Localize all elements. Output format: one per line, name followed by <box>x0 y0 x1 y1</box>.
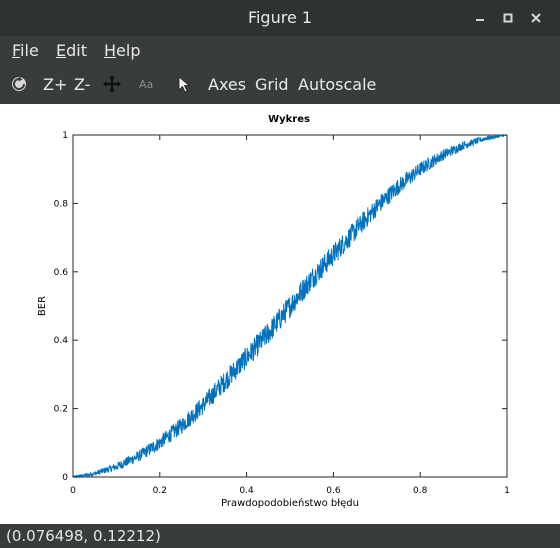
y-tick-label: 0.4 <box>54 336 69 346</box>
data-series-line <box>72 133 507 479</box>
axes-button[interactable]: Axes <box>208 74 247 94</box>
pan-icon <box>103 75 121 93</box>
title-bar: Figure 1 <box>0 0 560 36</box>
menu-file[interactable]: File <box>12 41 39 60</box>
rotate-button[interactable] <box>10 74 28 94</box>
status-bar: (0.076498, 0.12212) <box>0 524 560 548</box>
y-tick-label: 0.8 <box>54 199 69 209</box>
minimize-icon <box>476 19 484 21</box>
close-icon <box>531 13 541 23</box>
text-tool-button[interactable]: Aa <box>139 74 153 94</box>
y-axis-label: BER <box>37 296 48 316</box>
y-tick-label: 0.6 <box>54 268 69 278</box>
menu-edit-mnemonic: E <box>56 41 67 60</box>
pan-button[interactable] <box>103 74 121 94</box>
chart-title: Wykres <box>268 114 310 125</box>
menu-bar: File Edit Help <box>0 36 560 64</box>
y-tick-label: 0 <box>62 473 68 483</box>
menu-help[interactable]: Help <box>104 41 140 60</box>
text-tool-icon: Aa <box>139 77 154 91</box>
x-tick-label: 0.6 <box>326 486 341 496</box>
menu-file-label: ile <box>20 41 39 60</box>
pointer-icon <box>178 76 191 93</box>
menu-edit[interactable]: Edit <box>56 41 87 60</box>
menu-help-label: elp <box>116 41 141 60</box>
x-tick-label: 0.2 <box>153 486 167 496</box>
y-axis-ticks: 0 0.2 0.4 0.6 0.8 1 <box>54 131 507 483</box>
close-button[interactable] <box>524 6 548 30</box>
plot-svg: Wykres 0 0.2 0.4 0.6 0.8 1 0 0.2 0.4 0.6 0.8 1 Pra… <box>37 114 510 509</box>
x-tick-label: 0.8 <box>413 486 428 496</box>
zoom-out-button[interactable]: Z- <box>74 74 91 94</box>
menu-file-mnemonic: F <box>12 41 21 60</box>
y-tick-label: 1 <box>62 131 68 141</box>
x-axis-label: Prawdopodobieństwo błędu <box>221 497 359 509</box>
menu-edit-label: dit <box>66 41 87 60</box>
maximize-icon <box>503 13 513 23</box>
minimize-button[interactable] <box>468 6 492 30</box>
menu-help-mnemonic: H <box>104 41 117 60</box>
coordinate-readout: (0.076498, 0.12212) <box>6 527 161 545</box>
x-tick-label: 0 <box>70 486 76 496</box>
x-axis-ticks: 0 0.2 0.4 0.6 0.8 1 <box>70 135 510 496</box>
window-title: Figure 1 <box>247 8 313 27</box>
x-tick-label: 0.4 <box>239 486 254 496</box>
figure-canvas[interactable]: Wykres 0 0.2 0.4 0.6 0.8 1 0 0.2 0.4 0.6 0.8 1 Pra… <box>0 104 560 524</box>
x-tick-label: 1 <box>504 486 510 496</box>
autoscale-button[interactable]: Autoscale <box>298 74 377 94</box>
maximize-button[interactable] <box>496 6 520 30</box>
toolbar: Z+ Z- Aa Axes Grid Autoscale <box>0 64 560 104</box>
rotate-icon <box>12 76 26 91</box>
grid-button[interactable]: Grid <box>255 74 289 94</box>
zoom-in-button[interactable]: Z+ <box>43 74 68 94</box>
y-tick-label: 0.2 <box>54 405 68 415</box>
select-button[interactable] <box>177 74 191 94</box>
